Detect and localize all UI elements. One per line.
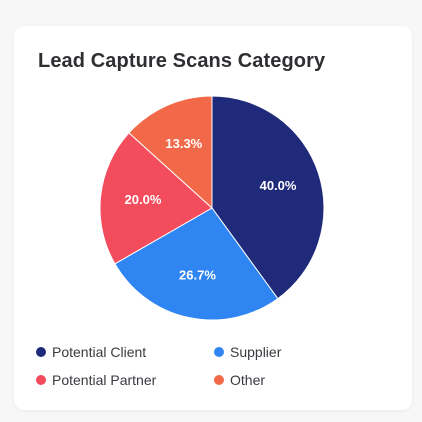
- slice-label-potential-client: 40.0%: [260, 178, 297, 193]
- legend-item-potential-client[interactable]: Potential Client: [36, 344, 146, 360]
- slice-label-other: 13.3%: [165, 136, 202, 151]
- legend-label: Potential Partner: [52, 372, 157, 388]
- legend-label: Potential Client: [52, 344, 147, 360]
- legend: Potential Client Supplier Potential Part…: [36, 344, 396, 404]
- slice-label-potential-partner: 20.0%: [125, 192, 162, 207]
- legend-label: Other: [230, 372, 266, 388]
- pie-chart: 40.0% 26.7% 20.0% 13.3%: [100, 96, 324, 320]
- chart-title: Lead Capture Scans Category: [38, 50, 326, 72]
- legend-label: Supplier: [230, 344, 282, 360]
- legend-item-potential-partner[interactable]: Potential Partner: [36, 372, 156, 388]
- slice-label-supplier: 26.7%: [179, 267, 216, 282]
- legend-dot-potential-client-icon: [36, 347, 46, 357]
- legend-dot-other-icon: [214, 375, 224, 385]
- legend-item-supplier[interactable]: Supplier: [214, 344, 281, 360]
- legend-dot-potential-partner-icon: [36, 375, 46, 385]
- pie-slice-supplier[interactable]: [114, 207, 279, 320]
- legend-item-other[interactable]: Other: [214, 372, 265, 388]
- pie-slice-other[interactable]: [128, 96, 213, 210]
- legend-dot-supplier-icon: [214, 347, 224, 357]
- pie-slice-potential-partner[interactable]: [100, 132, 213, 265]
- chart-card: Lead Capture Scans Category 40.0% 26.7% 20…: [14, 26, 412, 410]
- pie-slice-potential-client[interactable]: [211, 96, 324, 300]
